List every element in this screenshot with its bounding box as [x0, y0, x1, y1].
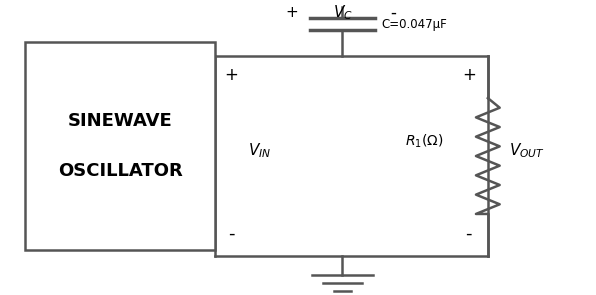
Text: +: + [462, 66, 476, 84]
Text: $V_C$: $V_C$ [333, 3, 352, 22]
Text: +: + [224, 66, 238, 84]
Text: -: - [390, 4, 396, 22]
Text: $V_{IN}$: $V_{IN}$ [247, 141, 271, 160]
Text: SINEWAVE: SINEWAVE [68, 112, 172, 130]
Text: C=0.047μF: C=0.047μF [381, 18, 447, 31]
FancyBboxPatch shape [25, 42, 215, 250]
Text: $R_1(\Omega)$: $R_1(\Omega)$ [405, 133, 443, 150]
Text: $V_{OUT}$: $V_{OUT}$ [508, 141, 544, 160]
Text: +: + [285, 5, 299, 20]
Text: -: - [465, 225, 472, 243]
Text: -: - [228, 225, 234, 243]
Text: OSCILLATOR: OSCILLATOR [58, 162, 182, 180]
